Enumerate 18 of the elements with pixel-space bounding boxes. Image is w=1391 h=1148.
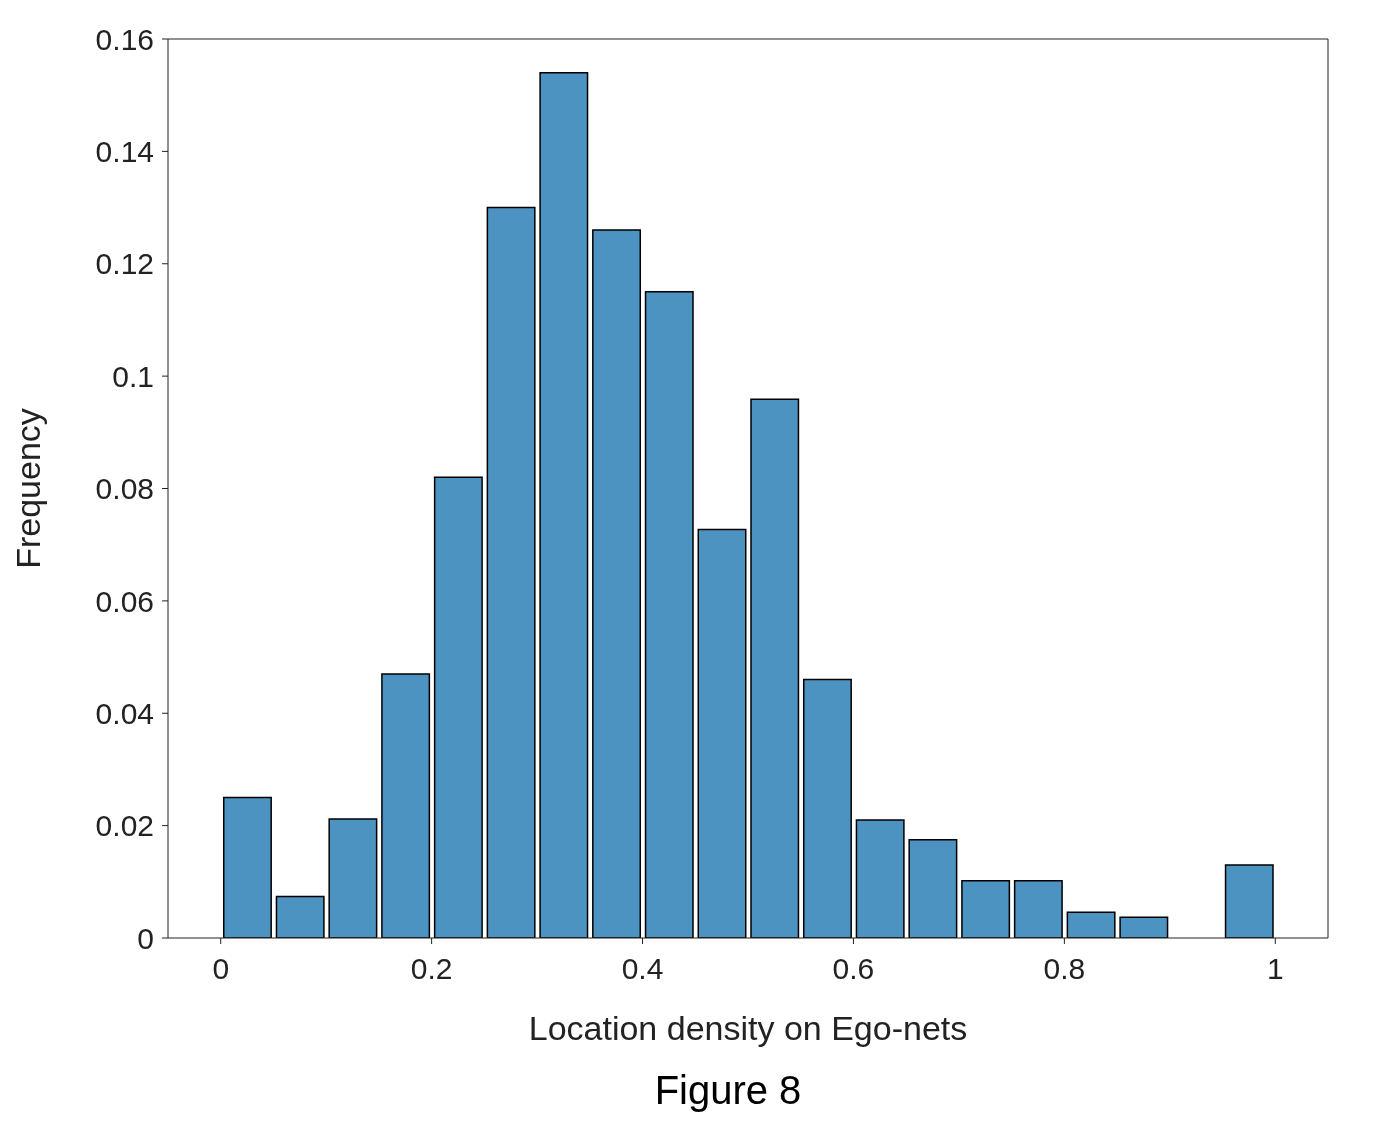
caption: Figure 8 bbox=[653, 1068, 803, 1113]
y-axis-title: Frequency bbox=[9, 408, 48, 569]
y-tick-label: 0.06 bbox=[95, 584, 154, 618]
x-tick-label: 0.2 bbox=[410, 952, 453, 986]
y-tick-label: 0.1 bbox=[112, 359, 154, 393]
x-tick-label: 1 bbox=[1266, 952, 1284, 986]
x-tick-label: 0.6 bbox=[832, 952, 875, 986]
y-tick-label: 0.02 bbox=[95, 809, 154, 843]
y-tick-label: 0.04 bbox=[95, 696, 154, 730]
y-tick-label: 0.12 bbox=[95, 247, 154, 281]
x-tick-label: 0.4 bbox=[621, 952, 664, 986]
x-tick-label: 0.8 bbox=[1043, 952, 1086, 986]
y-tick-label: 0.16 bbox=[95, 22, 154, 56]
y-tick-label: 0 bbox=[137, 921, 154, 955]
x-axis-title: Location density on Ego-nets bbox=[528, 1009, 968, 1047]
x-tick-label: 0 bbox=[212, 952, 230, 986]
y-tick-label: 0.08 bbox=[95, 472, 154, 506]
y-tick-label: 0.14 bbox=[95, 135, 154, 169]
